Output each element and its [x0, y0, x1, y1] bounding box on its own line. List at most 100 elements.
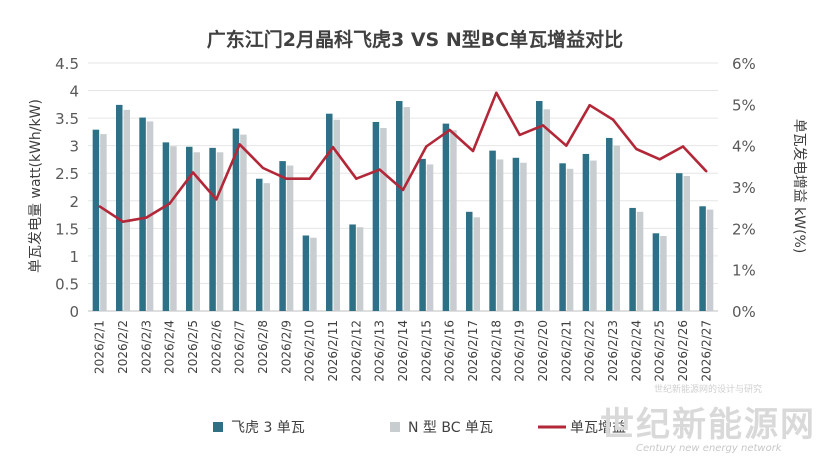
watermark-small-text: 世纪新能源网的设计与研究 — [654, 383, 762, 395]
bar-nbc — [450, 130, 457, 311]
bar-nbc — [403, 107, 410, 311]
y-tick-left: 4 — [69, 83, 79, 101]
gain-point — [285, 177, 288, 180]
x-axis-ticks: 2026/2/1 2026/2/2 2026/2/3 2026/2/4 2026/2/5… — [93, 320, 714, 382]
bar-feihu — [256, 178, 263, 311]
x-tick-label: 2026/2/22 — [583, 320, 597, 382]
bar-feihu — [629, 207, 636, 311]
bar-feihu — [512, 157, 520, 311]
bar-feihu — [139, 117, 146, 311]
gain-point — [611, 118, 615, 121]
x-tick-label: 2026/2/9 — [279, 320, 293, 374]
gain-point — [121, 220, 125, 223]
x-tick-label: 2026/2/18 — [489, 320, 503, 382]
bar-feihu — [489, 150, 496, 311]
gain-point — [331, 146, 335, 149]
bar-nbc — [520, 162, 527, 311]
gain-point — [378, 168, 381, 171]
y-tick-left: 2.5 — [55, 165, 79, 183]
y-tick-left: 2 — [69, 193, 79, 211]
bar-feihu — [92, 129, 100, 311]
bar-feihu — [396, 101, 403, 311]
y-tick-left: 1 — [69, 248, 79, 266]
bar-feihu — [652, 233, 660, 311]
x-tick-label: 2026/2/8 — [256, 320, 270, 374]
legend: 飞虎 3 单瓦 N 型 BC 单瓦 单瓦增益 — [213, 420, 626, 436]
x-tick-label: 2026/2/23 — [606, 320, 620, 382]
x-tick-label: 2026/2/25 — [653, 320, 667, 382]
x-tick-label: 2026/2/26 — [676, 320, 690, 382]
y-tick-left: 3.5 — [55, 110, 79, 128]
y-tick-left: 0.5 — [55, 275, 79, 293]
x-tick-label: 2026/2/24 — [629, 320, 643, 382]
y-tick-right: 0% — [732, 303, 756, 321]
legend-swatch-nbc — [390, 422, 400, 432]
y-tick-left: 3 — [69, 138, 79, 156]
gain-point — [705, 170, 708, 173]
bar-nbc — [170, 146, 177, 311]
bar-feihu — [442, 123, 450, 311]
bar-feihu — [349, 224, 356, 311]
legend-label-gain: 单瓦增益 — [570, 420, 626, 436]
y-tick-left: 4.5 — [55, 55, 79, 73]
watermark: 世纪新能源网的设计与研究 世纪新能源网 Century new energy n… — [600, 383, 814, 454]
bar-nbc — [216, 152, 224, 311]
bar-nbc — [613, 145, 620, 311]
bar-feihu — [699, 206, 706, 311]
x-tick-label: 2026/2/11 — [326, 320, 340, 382]
gain-point — [588, 103, 591, 107]
gain-point — [681, 145, 685, 148]
bar-nbc — [706, 209, 714, 311]
gain-point — [565, 144, 568, 147]
bar-nbc — [380, 128, 387, 311]
x-tick-label: 2026/2/20 — [536, 320, 550, 382]
bar-nbc — [660, 236, 667, 311]
x-tick-label: 2026/2/3 — [139, 320, 153, 374]
y-tick-right: 1% — [732, 262, 756, 280]
bar-nbc — [636, 211, 644, 311]
y-tick-right: 3% — [732, 179, 756, 197]
x-tick-label: 2026/2/5 — [186, 320, 200, 374]
gain-point — [448, 128, 451, 132]
bars-feihu — [92, 101, 706, 311]
y-tick-left: 1.5 — [55, 220, 79, 238]
gain-point — [471, 149, 475, 153]
gain-point — [238, 143, 241, 146]
bar-feihu — [326, 113, 333, 311]
bar-nbc — [310, 237, 317, 311]
bars-nbc — [100, 107, 714, 312]
watermark-en: Century new energy network — [636, 443, 783, 454]
gain-point — [495, 91, 498, 94]
gain-point — [215, 198, 218, 201]
x-tick-label: 2026/2/13 — [373, 320, 387, 382]
y-tick-right: 5% — [732, 96, 756, 114]
gain-point — [261, 166, 265, 170]
bar-feihu — [232, 128, 240, 311]
y-tick-right: 4% — [732, 138, 756, 156]
bar-nbc — [123, 109, 130, 311]
bar-feihu — [536, 101, 543, 311]
gain-point — [308, 177, 311, 180]
bar-nbc — [333, 119, 340, 312]
legend-label-feihu: 飞虎 3 单瓦 — [231, 420, 305, 436]
bar-feihu — [466, 211, 473, 311]
gain-line-series — [98, 91, 708, 223]
bar-nbc — [356, 227, 364, 311]
bar-nbc — [543, 109, 550, 311]
gain-point — [635, 147, 638, 151]
x-tick-label: 2026/2/10 — [303, 320, 317, 382]
x-tick-label: 2026/2/12 — [349, 320, 363, 382]
gain-point — [145, 216, 148, 219]
x-tick-label: 2026/2/4 — [163, 320, 177, 374]
bar-nbc — [566, 168, 574, 311]
y-tick-left: 0 — [69, 303, 79, 321]
bar-feihu — [372, 121, 380, 311]
bar-feihu — [116, 104, 123, 311]
x-tick-label: 2026/2/21 — [559, 320, 573, 382]
bar-feihu — [279, 161, 286, 311]
gain-point — [541, 124, 545, 127]
bar-feihu — [419, 158, 426, 311]
gain-point — [98, 205, 101, 208]
